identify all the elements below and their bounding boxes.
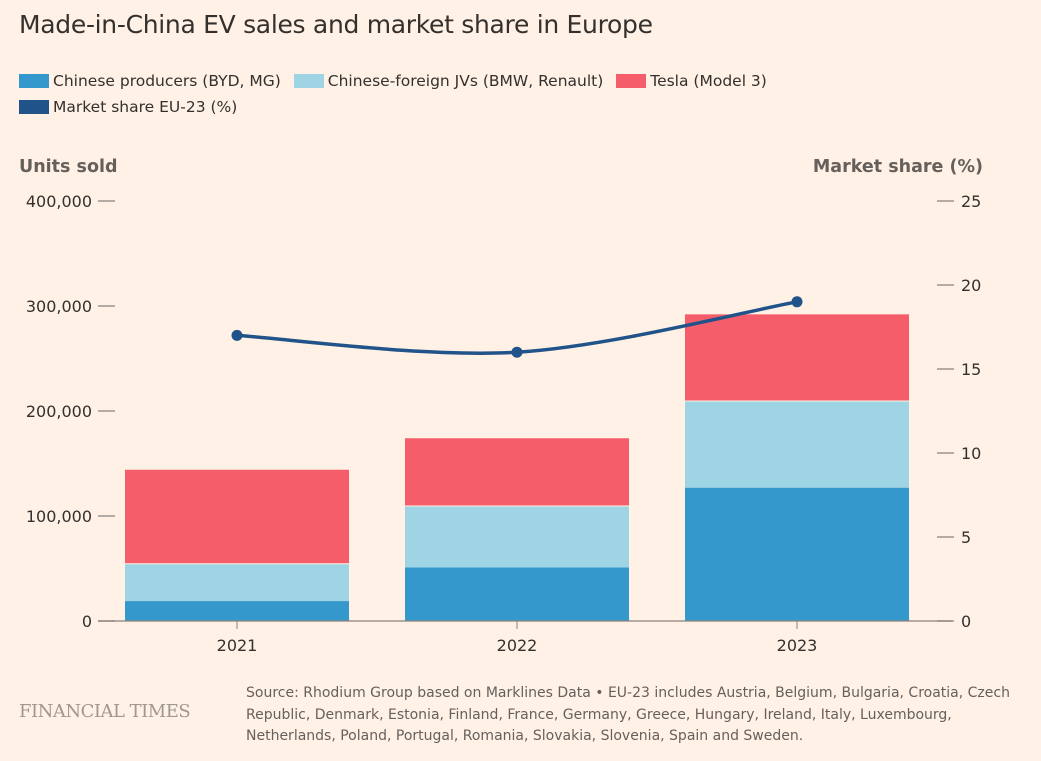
legend-item-chinese-foreign-jvs: Chinese-foreign JVs (BMW, Renault) — [293, 69, 604, 93]
legend-swatch — [19, 74, 49, 88]
market-share-point — [791, 296, 803, 308]
legend-item-tesla: Tesla (Model 3) — [616, 69, 767, 93]
right-tick-label: 10 — [961, 444, 981, 463]
x-tick-label: 2023 — [777, 636, 818, 655]
market-share-line — [231, 296, 803, 358]
legend-label: Chinese producers (BYD, MG) — [53, 72, 281, 90]
legend-swatch — [616, 74, 647, 88]
left-axis-title: Units sold — [19, 157, 118, 177]
bar-segment — [125, 469, 349, 564]
right-tick-label: 20 — [961, 276, 981, 295]
source-note: Source: Rhodium Group based on Marklines… — [246, 685, 1010, 744]
bar-segment — [125, 564, 349, 602]
right-tick-label: 25 — [961, 192, 981, 211]
left-tick-label: 400,000 — [26, 192, 92, 211]
legend-label: Market share EU-23 (%) — [53, 98, 238, 116]
left-axis: 0 100,000 200,000 300,000 400,000 — [26, 192, 115, 631]
chart-title: Made-in-China EV sales and market share … — [19, 10, 653, 39]
bar-segment — [405, 567, 629, 621]
right-tick-label: 5 — [961, 528, 971, 547]
chart-canvas: 0 100,000 200,000 300,000 400,000 0 5 10 15 20 25… — [26, 192, 982, 655]
x-tick-label: 2022 — [497, 636, 538, 655]
bar-segment — [405, 506, 629, 568]
x-axis: 2021 2022 2023 — [98, 620, 952, 655]
ft-logo: FINANCIAL TIMES — [19, 701, 191, 722]
legend-label: Tesla (Model 3) — [650, 72, 767, 90]
bar-segment — [125, 601, 349, 621]
legend-swatch — [19, 100, 49, 114]
right-axis: 0 5 10 15 20 25 — [937, 192, 981, 631]
right-tick-label: 0 — [961, 612, 971, 631]
right-tick-label: 15 — [961, 360, 981, 379]
legend-item-market-share: Market share EU-23 (%) — [19, 95, 237, 119]
legend-item-chinese-producers: Chinese producers (BYD, MG) — [19, 69, 281, 93]
market-share-point — [511, 346, 523, 358]
bar-segment — [685, 487, 909, 621]
legend-swatch — [293, 74, 324, 88]
legend: Chinese producers (BYD, MG) Chinese-fore… — [19, 69, 919, 121]
legend-label: Chinese-foreign JVs (BMW, Renault) — [327, 72, 604, 90]
left-tick-label: 300,000 — [26, 297, 92, 316]
bars — [125, 314, 909, 621]
bar-segment — [685, 314, 909, 401]
left-tick-label: 200,000 — [26, 402, 92, 421]
right-axis-title: Market share (%) — [812, 157, 983, 177]
left-tick-label: 0 — [82, 612, 92, 631]
left-tick-label: 100,000 — [26, 507, 92, 526]
market-share-point — [231, 329, 243, 341]
x-tick-label: 2021 — [217, 636, 258, 655]
bar-segment — [405, 438, 629, 506]
bar-segment — [685, 401, 909, 488]
